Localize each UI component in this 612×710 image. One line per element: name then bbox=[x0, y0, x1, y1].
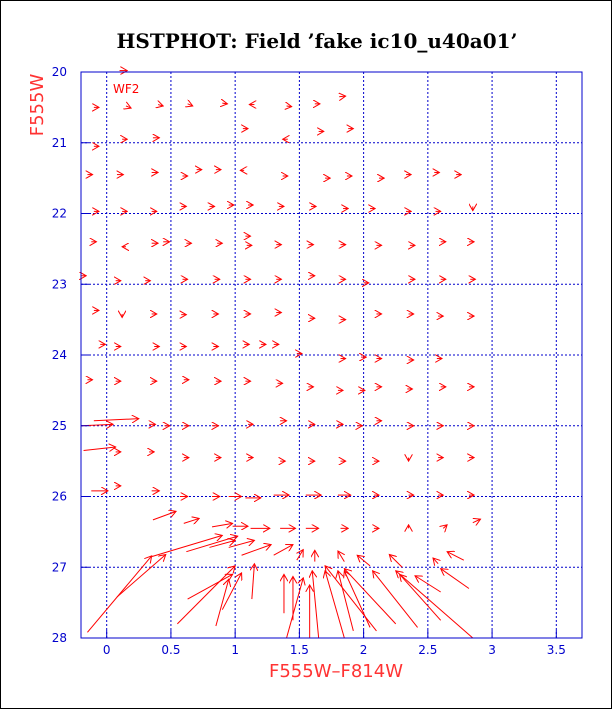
displacement-arrow bbox=[325, 566, 377, 632]
displacement-arrow bbox=[188, 104, 193, 106]
displacement-arrow bbox=[211, 523, 233, 527]
displacement-arrow bbox=[176, 566, 235, 625]
displacement-arrow bbox=[241, 545, 272, 556]
displacement-arrow bbox=[228, 540, 255, 548]
y-tick-label: 24 bbox=[52, 348, 67, 362]
displacement-arrow bbox=[93, 419, 139, 421]
displacement-arrow bbox=[83, 447, 116, 451]
displacement-arrow bbox=[209, 540, 235, 548]
displacement-arrow bbox=[344, 569, 397, 625]
displacement-arrow bbox=[338, 571, 354, 632]
displacement-arrow bbox=[325, 571, 345, 639]
x-tick-label: 2 bbox=[360, 643, 368, 657]
chip-annotation: WF2 bbox=[113, 82, 139, 96]
y-tick-label: 27 bbox=[52, 560, 67, 574]
y-tick-label: 25 bbox=[52, 419, 67, 433]
displacement-arrow bbox=[389, 555, 403, 568]
displacement-arrow bbox=[297, 550, 303, 561]
y-tick-label: 21 bbox=[52, 136, 67, 150]
displacement-arrow bbox=[116, 555, 166, 598]
x-tick-label: 2.5 bbox=[418, 643, 437, 657]
displacement-arrow bbox=[357, 555, 371, 567]
displacement-arrow bbox=[286, 578, 304, 639]
y-axis-label: F555W bbox=[27, 74, 48, 137]
displacement-arrow bbox=[187, 574, 233, 600]
displacement-arrow bbox=[273, 545, 293, 556]
displacement-arrow bbox=[473, 519, 481, 523]
displacement-arrow bbox=[415, 576, 441, 593]
y-tick-label: 28 bbox=[52, 631, 67, 645]
displacement-arrow bbox=[222, 103, 227, 104]
displacement-arrow bbox=[447, 552, 465, 561]
arrow-field bbox=[81, 71, 481, 639]
chart-title: HSTPHOT: Field ’fake ic10_u40a01’ bbox=[117, 29, 518, 53]
displacement-arrow bbox=[252, 564, 255, 600]
x-tick-label: 1 bbox=[231, 643, 239, 657]
displacement-arrow bbox=[287, 106, 292, 107]
displacement-arrow bbox=[338, 551, 344, 562]
x-tick-label: 3 bbox=[488, 643, 496, 657]
y-tick-label: 20 bbox=[52, 65, 67, 79]
x-axis-label: F555W–F814W bbox=[269, 661, 403, 682]
y-tick-label: 26 bbox=[52, 490, 67, 504]
x-tick-label: 3.5 bbox=[547, 643, 566, 657]
displacement-arrow bbox=[87, 556, 151, 633]
x-tick-label: 0 bbox=[103, 643, 111, 657]
displacement-arrow bbox=[158, 105, 163, 106]
displacement-arrow bbox=[152, 511, 176, 521]
grid-lines bbox=[81, 72, 582, 638]
x-tick-label: 0.5 bbox=[161, 643, 180, 657]
displacement-arrow bbox=[400, 574, 442, 621]
displacement-arrow bbox=[221, 573, 241, 610]
y-tick-label: 23 bbox=[52, 277, 67, 291]
displacement-arrow bbox=[183, 518, 199, 523]
displacement-arrow bbox=[126, 106, 131, 108]
displacement-arrow bbox=[312, 571, 320, 639]
displacement-arrow bbox=[215, 579, 229, 627]
displacement-arrow bbox=[344, 571, 371, 628]
displacement-arrow bbox=[441, 569, 470, 589]
displacement-arrow bbox=[373, 571, 418, 628]
axis-ticks: 0 0.5 1 1.5 2 2.5 3 3.5 20 21 22 23 24 25 26 27 28 bbox=[52, 65, 566, 657]
displacement-arrow bbox=[443, 525, 447, 529]
y-tick-label: 22 bbox=[52, 207, 67, 221]
displacement-arrow bbox=[151, 535, 223, 558]
displacement-arrow bbox=[339, 96, 345, 97]
displacement-arrow bbox=[396, 571, 474, 639]
x-tick-label: 1.5 bbox=[290, 643, 309, 657]
displacement-arrow bbox=[433, 558, 438, 564]
